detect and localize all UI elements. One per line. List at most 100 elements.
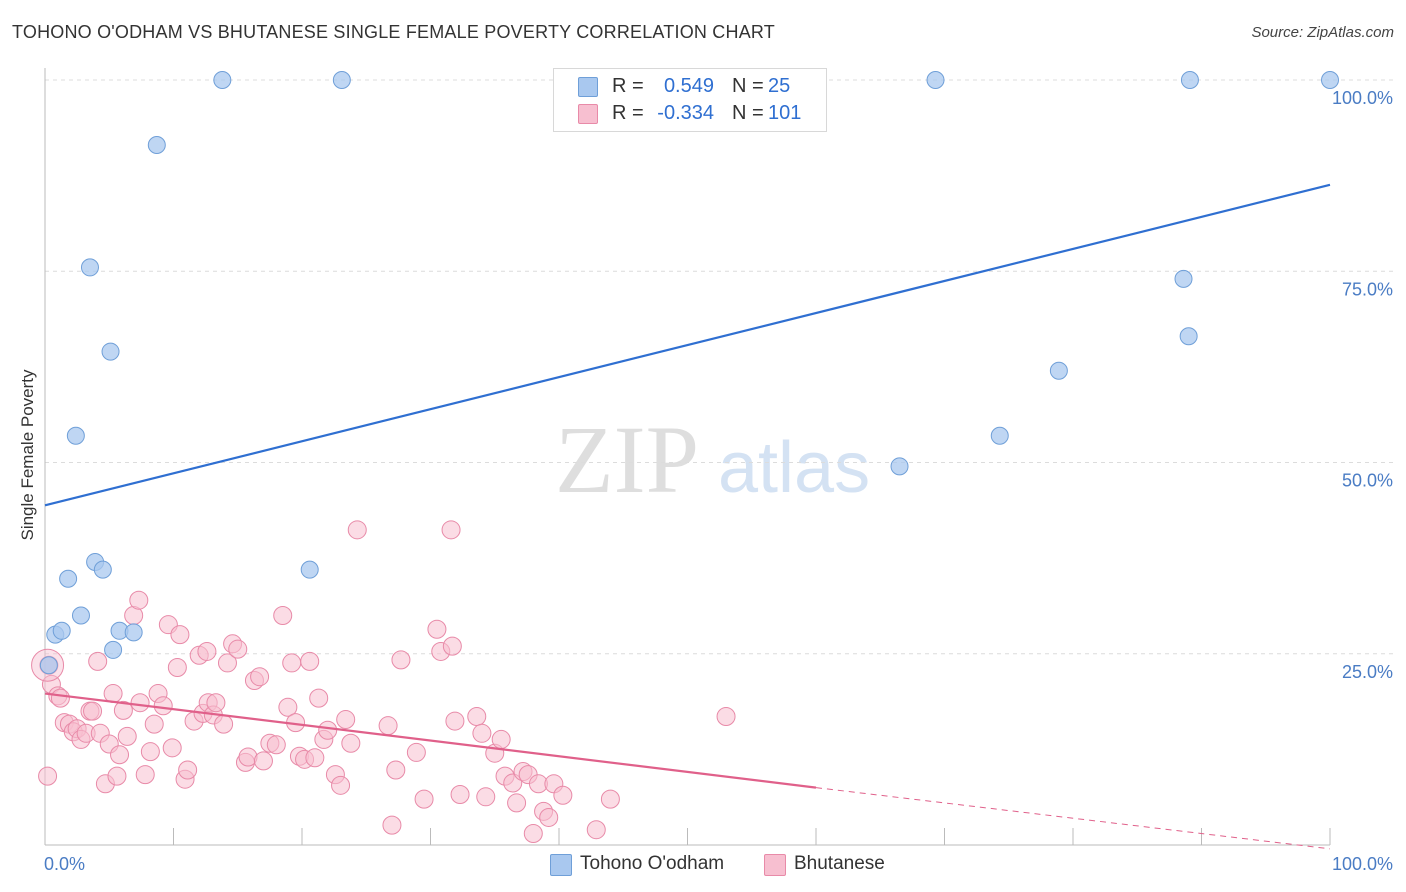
bhutanese-point: [318, 720, 338, 740]
bhutanese-point: [406, 742, 426, 762]
bhutanese-point: [450, 785, 470, 805]
bhutanese-point: [507, 793, 527, 813]
bhutanese-point: [144, 714, 164, 734]
tohono-point: [147, 136, 166, 155]
tohono-point: [101, 342, 120, 361]
bhutanese-point: [214, 714, 234, 734]
bhutanese-point: [130, 693, 150, 713]
tohono-point: [93, 560, 112, 579]
tohono-point: [1179, 327, 1198, 346]
bhutanese-point: [273, 606, 293, 625]
tohono-point: [52, 621, 71, 640]
bhutanese-points: [31, 520, 736, 844]
bhutanese-point: [266, 735, 286, 755]
bhutanese-point: [309, 688, 329, 708]
bhutanese-point: [386, 760, 406, 780]
bhutanese-point: [153, 696, 173, 716]
tohono-trend-line: [44, 183, 1331, 507]
legend-label-tohono: Tohono O'odham: [580, 853, 725, 874]
legend-r-label: R =: [612, 102, 644, 124]
tohono-point: [80, 258, 99, 277]
bhutanese-point: [107, 766, 127, 786]
bhutanese-point: [491, 729, 511, 749]
bhutanese-point: [441, 520, 461, 540]
bhutanese-point: [278, 697, 298, 717]
bhutanese-point: [217, 653, 237, 673]
bhutanese-point: [716, 706, 736, 726]
bhutanese-point: [88, 651, 108, 671]
bhutanese-point: [523, 824, 543, 844]
bhutanese-point: [167, 658, 187, 678]
tohono-point: [1049, 361, 1068, 380]
bhutanese-point: [445, 711, 465, 731]
bhutanese-point: [539, 807, 559, 827]
bhutanese-point: [253, 751, 273, 771]
bhutanese-point: [38, 766, 58, 786]
bhutanese-point: [117, 726, 137, 746]
bhutanese-point: [300, 651, 320, 671]
bhutanese-point: [140, 742, 160, 762]
tohono-point: [124, 623, 143, 642]
legend-swatch-tohono: [550, 854, 572, 876]
trend-lines: [44, 183, 1331, 850]
tohono-point: [71, 606, 90, 625]
bhutanese-point: [427, 619, 447, 639]
tohono-point: [332, 71, 351, 89]
legend-swatch-bhutanese: [764, 854, 786, 876]
y-tick-label: 100.0%: [1332, 88, 1393, 108]
bhutanese-point: [282, 653, 302, 673]
tohono-point: [926, 71, 945, 89]
watermark-atlas: atlas: [718, 428, 870, 508]
tohono-point: [59, 569, 78, 588]
watermark: ZIP atlas: [555, 406, 870, 513]
bhutanese-point: [305, 748, 325, 768]
bhutanese-point: [197, 641, 217, 661]
legend-n-label: N =: [732, 102, 764, 124]
bhutanese-point: [600, 789, 620, 809]
watermark-zip: ZIP: [555, 406, 699, 513]
bhutanese-point: [206, 693, 226, 713]
bhutanese-point: [391, 650, 411, 670]
bhutanese-point: [476, 787, 496, 807]
bhutanese-point: [228, 639, 248, 659]
y-tick-label: 75.0%: [1342, 279, 1393, 299]
tohono-point: [1174, 269, 1193, 288]
tohono-point: [1180, 71, 1199, 89]
axes: [44, 68, 1331, 846]
x-tick-label: 100.0%: [1332, 854, 1393, 874]
bhutanese-point: [113, 700, 133, 720]
bhutanese-trend-line: [44, 692, 817, 789]
bhutanese-point: [347, 520, 367, 540]
legend-n-value: 101: [768, 102, 802, 124]
legend-swatch-tohono: [578, 77, 598, 97]
source-credit: Source: ZipAtlas.com: [1251, 24, 1394, 41]
bhutanese-point: [50, 688, 70, 708]
bhutanese-point: [378, 716, 398, 736]
bhutanese-point: [341, 733, 361, 753]
stats-legend: R = 0.549 N = 25 R = -0.334 N = 101: [553, 68, 827, 132]
bhutanese-point: [103, 684, 123, 704]
bhutanese-point: [336, 710, 356, 730]
tohono-point: [39, 656, 58, 675]
tohono-point: [66, 426, 85, 445]
bhutanese-trend-extension: [815, 787, 1331, 850]
legend-swatch-bhutanese: [578, 104, 598, 124]
bhutanese-point: [467, 706, 487, 726]
legend-r-label: R =: [612, 75, 644, 97]
tohono-point: [213, 71, 232, 89]
bhutanese-point: [472, 723, 492, 743]
bhutanese-point: [382, 815, 402, 835]
bhutanese-point: [83, 701, 103, 721]
legend-label-bhutanese: Bhutanese: [794, 853, 885, 874]
tohono-point: [300, 560, 319, 579]
bhutanese-point: [250, 667, 270, 687]
bhutanese-point: [178, 760, 198, 780]
y-tick-label: 25.0%: [1342, 662, 1393, 682]
bhutanese-point: [442, 636, 462, 656]
tohono-point: [104, 640, 123, 659]
bhutanese-point: [414, 789, 434, 809]
chart-title: TOHONO O'ODHAM VS BHUTANESE SINGLE FEMAL…: [12, 22, 775, 42]
y-tick-label: 50.0%: [1342, 471, 1393, 491]
bhutanese-point: [553, 785, 573, 805]
